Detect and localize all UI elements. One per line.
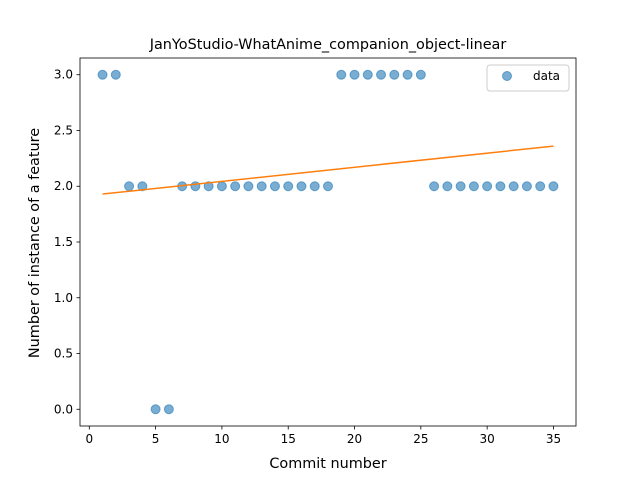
data-point bbox=[110, 69, 121, 80]
data-point bbox=[362, 69, 373, 80]
y-axis-label: Number of instance of a feature bbox=[27, 128, 43, 358]
data-point bbox=[376, 69, 387, 80]
data-point bbox=[269, 181, 280, 192]
legend-marker-data bbox=[502, 71, 512, 81]
x-tick-label: 20 bbox=[347, 432, 362, 446]
y-tick-label: 1.0 bbox=[54, 291, 73, 305]
x-tick-label: 5 bbox=[152, 432, 160, 446]
data-point bbox=[495, 181, 506, 192]
data-point bbox=[535, 181, 546, 192]
chart-title: JanYoStudio-WhatAnime_companion_object-l… bbox=[149, 37, 507, 53]
x-tick-label: 25 bbox=[413, 432, 428, 446]
data-point bbox=[256, 181, 267, 192]
data-point bbox=[415, 69, 426, 80]
data-point bbox=[243, 181, 254, 192]
x-tick-label: 35 bbox=[546, 432, 561, 446]
data-point bbox=[402, 69, 413, 80]
y-tick-label: 0.5 bbox=[54, 347, 73, 361]
data-point bbox=[97, 69, 108, 80]
linear-fit-line bbox=[102, 145, 554, 195]
x-tick-label: 15 bbox=[281, 432, 296, 446]
x-tick-label: 10 bbox=[214, 432, 229, 446]
data-point bbox=[283, 181, 294, 192]
data-point bbox=[455, 181, 466, 192]
y-tick-label: 2.0 bbox=[54, 179, 73, 193]
data-point bbox=[389, 69, 400, 80]
data-point bbox=[137, 181, 148, 192]
data-point bbox=[336, 69, 347, 80]
y-tick-label: 3.0 bbox=[54, 68, 73, 82]
data-point bbox=[482, 181, 493, 192]
data-point bbox=[468, 181, 479, 192]
data-point bbox=[309, 181, 320, 192]
data-point bbox=[548, 181, 559, 192]
data-point bbox=[230, 181, 241, 192]
x-tick-label: 0 bbox=[85, 432, 93, 446]
data-point bbox=[442, 181, 453, 192]
data-point bbox=[323, 181, 333, 192]
plot-area bbox=[97, 69, 559, 415]
legend: data bbox=[486, 64, 570, 92]
data-point bbox=[349, 69, 360, 80]
y-tick-label: 1.5 bbox=[54, 235, 73, 249]
data-point bbox=[296, 181, 307, 192]
x-axis-label: Commit number bbox=[269, 456, 386, 472]
legend-label-data: data bbox=[533, 69, 560, 83]
data-point bbox=[124, 181, 135, 192]
x-tick-label: 30 bbox=[480, 432, 495, 446]
data-point bbox=[508, 181, 519, 192]
data-point bbox=[429, 181, 440, 192]
axes: 0 5 10 15 20 25 30 35 0.0 0.5 1.0 1.5 2.0 2.5 3.0 bbox=[54, 57, 577, 446]
y-tick-label: 0.0 bbox=[54, 402, 73, 416]
data-point bbox=[163, 404, 174, 415]
data-point bbox=[216, 181, 227, 192]
data-point bbox=[521, 181, 532, 192]
y-tick-label: 2.5 bbox=[54, 123, 73, 137]
data-point bbox=[150, 404, 161, 415]
data-point bbox=[203, 181, 214, 192]
